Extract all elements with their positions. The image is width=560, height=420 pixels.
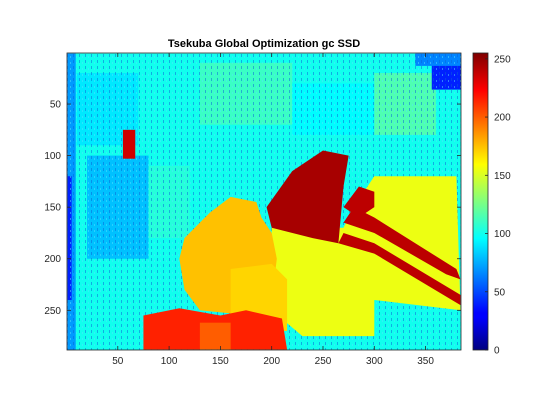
y-tick-label: 250 xyxy=(44,306,61,317)
x-tick-label: 200 xyxy=(263,356,280,367)
disparity-map xyxy=(67,53,461,350)
x-tick-label: 150 xyxy=(212,356,229,367)
colorbar-tick-label: 0 xyxy=(494,346,500,357)
colorbar-tick-label: 200 xyxy=(494,113,511,124)
colorbar-tick-label: 250 xyxy=(494,54,511,65)
region-lamp-arm-lower xyxy=(338,232,461,306)
x-tick-label: 100 xyxy=(161,356,178,367)
y-axis: 50 100 150 200 250 xyxy=(44,100,461,317)
plot-frame xyxy=(66,52,462,351)
y-tick-label: 200 xyxy=(44,254,61,265)
x-tick-label: 350 xyxy=(417,356,434,367)
x-tick-label: 300 xyxy=(366,356,383,367)
colorbar-tick-label: 150 xyxy=(494,171,511,182)
region-lamp-neck xyxy=(343,186,375,218)
colorbar-tick-label: 100 xyxy=(494,229,511,240)
x-axis: 50 100 150 200 250 300 350 xyxy=(112,53,434,367)
region-red-box-on-shelf xyxy=(122,129,136,159)
y-tick-label: 50 xyxy=(50,100,62,111)
colorbar-axis: 0 50 100 150 200 250 xyxy=(485,54,511,357)
region-camera-lens xyxy=(199,322,231,350)
y-tick-label: 150 xyxy=(44,203,61,214)
colorbar xyxy=(472,52,489,351)
colorbar-tick-label: 50 xyxy=(494,287,506,298)
x-tick-label: 250 xyxy=(315,356,332,367)
x-tick-label: 50 xyxy=(112,356,124,367)
region-lamp-head xyxy=(266,150,349,244)
region-lamp-arm-upper xyxy=(343,207,461,280)
chart-title: Tsekuba Global Optimization gc SSD xyxy=(168,38,360,50)
y-tick-label: 100 xyxy=(44,151,61,162)
region-table xyxy=(271,176,461,337)
